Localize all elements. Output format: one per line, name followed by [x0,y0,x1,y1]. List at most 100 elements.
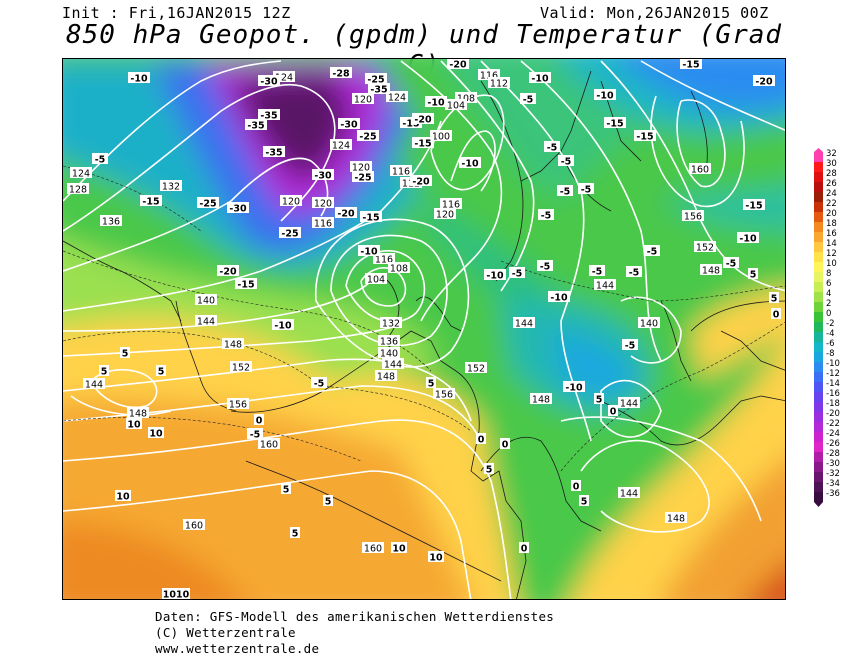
temperature-label-bg [227,202,249,213]
legend-label: 6 [826,279,831,289]
temperature-label: -5 [625,341,636,352]
temperature-label: -15 [414,139,431,150]
geopotential-label: 160 [260,440,278,451]
temperature-label: -30 [340,120,358,131]
temperature-label-bg [358,245,380,256]
geopotential-label: 144 [384,360,402,371]
temperature-label: -15 [362,213,379,224]
legend-swatch [814,332,823,342]
legend-swatch [814,232,823,242]
geopotential-label-bg [455,92,477,103]
temperature-label: -25 [199,199,216,210]
temperature-label: -5 [560,187,571,198]
geopotential-label: 160 [185,521,203,532]
legend-label: -24 [826,429,840,439]
temperature-label: -15 [745,201,762,212]
temperature-label: -10 [739,234,757,245]
temperature-label-bg [743,199,765,210]
geopotential-label-bg [312,217,334,228]
legend-swatch [814,462,823,472]
temperature-label-bg [263,146,285,157]
temperature-label: -15 [237,280,254,291]
geopotential-label: 160 [691,165,709,176]
temperature-label-bg [120,347,130,358]
temperature-legend: 32 30 28 26 24 22 20 18 16 14 12 10 8 6 4 2 0 -2 -4 -6 -8 -10… [812,148,850,513]
temperature-label: -25 [354,173,371,184]
geopotential-label-bg [445,99,467,110]
temperature-label-bg [99,365,109,376]
temperature-label-bg [368,83,390,94]
temperature-label-bg [410,175,432,186]
temperature-label: -20 [219,267,237,278]
geopotential-label-bg [230,361,252,372]
geopotential-label-bg [67,183,89,194]
geopotential-label-bg [160,180,182,191]
temperature-label-bg [509,267,525,278]
geopotential-label: 140 [197,296,215,307]
temperature-label-bg [281,483,291,494]
temperature-label: -10 [274,321,292,332]
temperature-label: -10 [130,74,148,85]
geopotential-label: 116 [442,200,460,211]
geopotential-label: 144 [197,317,215,328]
temperature-label: -5 [540,262,551,273]
temperature-label: -35 [247,121,264,132]
geopotential-label-bg [388,262,410,273]
geopotential-label-bg [280,195,302,206]
temperature-label-bg [500,438,510,449]
geopotential-label: 120 [352,163,370,174]
legend-swatch [814,482,823,492]
legend-label: 10 [826,259,837,269]
geopotential-label-bg [386,91,408,102]
geopotential-label: 120 [314,199,332,210]
coastlines [63,70,785,599]
geopotential-label-bg [430,130,452,141]
temperature-label-bg [197,197,219,208]
legend-swatch [814,202,823,212]
geopotential-label-bg [312,197,334,208]
legend-label: -8 [826,349,834,359]
temperature-label-bg [425,96,447,107]
geopotential-label-bg [382,358,404,369]
geopotential-label-bg [488,77,510,88]
geopotential-label-bg [465,362,487,373]
geopotential-label-bg [694,241,716,252]
temperature-label-bg [235,278,257,289]
geopotential-label-bg [380,317,402,328]
geopotential-label-bg [513,317,535,328]
temperature-label: 0 [256,416,263,427]
temperature-label-bg [644,245,660,256]
legend-label: 28 [826,169,837,179]
temperature-label-bg [484,269,506,280]
temperature-label-bg [558,155,574,166]
geopotential-label: 124 [388,93,406,104]
temperature-label: -20 [414,115,432,126]
geopotential-label: 124 [72,169,90,180]
temperature-label-bg [279,227,301,238]
legend-swatch [814,272,823,282]
temperature-label: 10 [116,492,130,503]
legend-label: 2 [826,299,831,309]
legend-swatch [814,152,823,162]
geopotential-label: 140 [380,349,398,360]
temperature-label: 5 [428,379,435,390]
geopotential-label: 152 [232,363,250,374]
legend-swatch [814,292,823,302]
temperature-label: -20 [755,77,773,88]
temperature-label-bg [400,117,422,128]
legend-label: 0 [826,309,831,319]
temperature-label-bg [476,433,486,444]
temperature-label: 5 [325,497,332,508]
geopotential-label: 156 [435,390,453,401]
geopotential-label-bg [378,347,400,358]
legend-swatch [814,212,823,222]
temperature-label-bg [578,183,594,194]
geopotential-label-bg [594,279,616,290]
temperature-label: -30 [229,204,247,215]
geopotential-label-bg [390,165,412,176]
legend-swatch [814,422,823,432]
legend-label: -14 [826,379,840,389]
legend-swatch [814,182,823,192]
temperature-label-bg [484,463,494,474]
legend-label: -10 [826,359,840,369]
